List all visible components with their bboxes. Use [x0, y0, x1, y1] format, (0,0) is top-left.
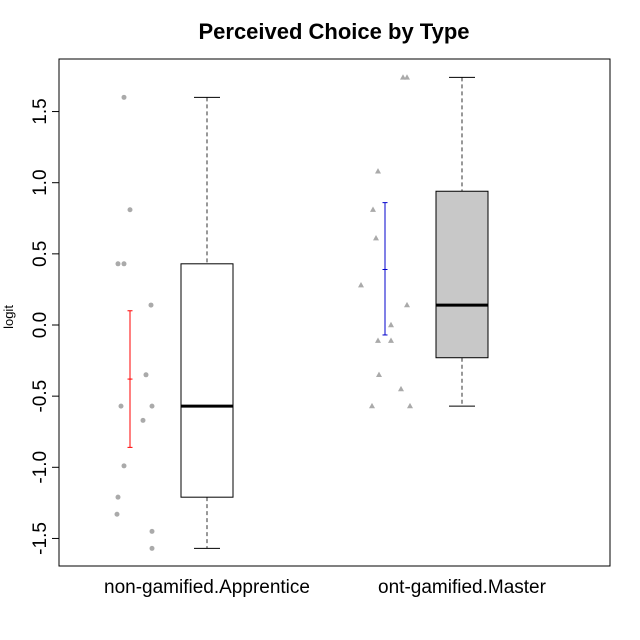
data-point	[404, 74, 410, 80]
data-point	[149, 545, 155, 551]
data-point	[121, 94, 127, 100]
plot-area-frame	[58, 58, 611, 567]
y-tick-label: 0.5	[30, 241, 51, 267]
y-tick-label: 1.5	[30, 98, 51, 124]
y-tick-label: -1.5	[30, 522, 51, 555]
data-point	[149, 403, 155, 409]
data-point	[121, 261, 127, 267]
data-point	[149, 528, 155, 534]
data-point	[127, 207, 133, 213]
data-point	[407, 402, 413, 409]
x-axis: non-gamified.Apprentice ont-gamified.Mast…	[104, 577, 547, 598]
data-point	[148, 302, 154, 308]
x-tick-label: non-gamified.Apprentice	[104, 577, 310, 598]
data-point	[375, 168, 381, 174]
data-point	[404, 301, 410, 308]
data-point	[370, 206, 376, 212]
data-point	[115, 261, 121, 267]
data-point	[373, 234, 379, 241]
data-point	[398, 385, 404, 392]
y-tick-label: 1.0	[30, 169, 51, 195]
y-axis: 1.5 1.0 0.5 0.0 -0.5 -1.0 -1.5	[30, 98, 60, 555]
box-iqr	[435, 190, 489, 359]
data-point	[369, 402, 375, 409]
data-point	[375, 337, 381, 343]
chart-title: Perceived Choice by Type	[198, 19, 469, 44]
data-point	[400, 74, 406, 80]
y-tick-label: -0.5	[30, 380, 51, 413]
data-point	[121, 463, 127, 469]
data-point	[388, 337, 394, 343]
y-tick-label: -1.0	[30, 451, 51, 484]
data-point	[143, 372, 149, 378]
y-tick-label: 0.0	[30, 312, 51, 338]
data-point	[140, 417, 146, 423]
data-point	[376, 371, 382, 378]
data-point	[114, 511, 120, 517]
data-point	[118, 403, 124, 409]
plot-marks	[114, 74, 489, 551]
x-tick-label: ont-gamified.Master	[378, 577, 547, 598]
data-point	[115, 494, 121, 500]
data-point	[358, 281, 364, 288]
data-point	[388, 321, 394, 328]
box-iqr	[180, 263, 234, 498]
y-axis-label: logit	[1, 305, 16, 329]
